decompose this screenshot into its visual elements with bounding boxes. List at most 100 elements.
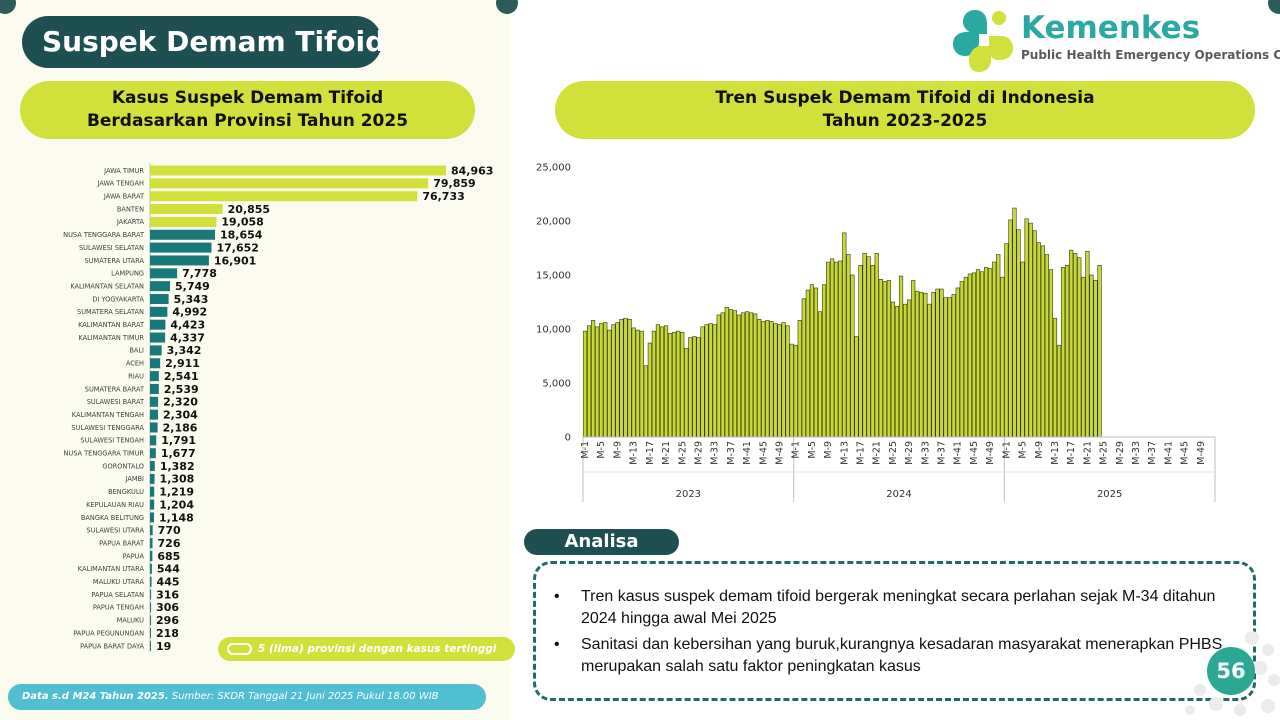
y-tick-label: 0 (565, 433, 571, 444)
week-bar (984, 267, 989, 438)
week-bar (676, 330, 681, 438)
week-bar (975, 269, 981, 438)
week-bar (1024, 218, 1029, 438)
province-value-label: 306 (156, 601, 179, 614)
province-label: DI YOGYAKARTA (92, 295, 144, 303)
logo-subtitle: Public Health Emergency Operations Cente… (1021, 48, 1280, 62)
province-label: JAWA TENGAH (97, 180, 144, 188)
week-bar (878, 279, 883, 438)
week-bar (1077, 257, 1082, 438)
province-bar (150, 178, 429, 189)
province-label: JAKARTA (116, 218, 145, 226)
week-tick-label: M-25 (888, 441, 899, 465)
decorative-pattern-icon (1185, 631, 1280, 716)
week-tick-label: M-37 (1147, 441, 1158, 465)
province-bar (150, 268, 178, 279)
week-tick-label: M-41 (1163, 441, 1174, 465)
week-bar (1028, 222, 1033, 438)
week-tick-label: M-9 (1034, 441, 1045, 459)
week-bar (919, 291, 924, 438)
week-tick-label: M-45 (969, 441, 980, 465)
week-bar (967, 273, 972, 438)
week-bar (854, 336, 859, 438)
week-bar (692, 336, 697, 438)
province-label: MALUKU UTARA (93, 578, 145, 586)
province-label: SULAWESI TENGGARA (71, 424, 144, 432)
y-tick-label: 20,000 (536, 217, 571, 228)
province-label: PAPUA TENGAH (93, 604, 144, 612)
province-label: JAWA BARAT (103, 193, 145, 201)
province-value-label: 18,654 (220, 229, 263, 242)
week-bar (582, 330, 588, 438)
province-bar (150, 306, 168, 317)
province-bar (150, 345, 162, 356)
province-value-label: 296 (156, 614, 179, 627)
week-bar (668, 333, 673, 438)
week-bar (882, 281, 887, 438)
province-label: PAPUA BARAT (99, 539, 145, 547)
week-bar (1065, 264, 1070, 438)
province-label: SUMATERA UTARA (85, 257, 145, 265)
province-bar (150, 165, 446, 176)
province-value-label: 218 (156, 627, 179, 640)
province-bar (150, 191, 418, 202)
week-bar (619, 318, 624, 438)
province-value-label: 5,343 (174, 293, 209, 306)
week-tick-label: M-21 (661, 441, 672, 465)
week-bar (935, 288, 940, 438)
week-bar (631, 327, 636, 438)
province-label: PAPUA (123, 552, 145, 560)
province-value-label: 685 (157, 550, 180, 563)
week-tick-label: M-49 (774, 441, 785, 465)
province-label: KEPULAUAN RIAU (86, 501, 144, 509)
week-tick-label: M-17 (645, 441, 656, 465)
province-value-label: 79,859 (433, 177, 475, 190)
province-bar (150, 525, 153, 536)
province-label: RIAU (128, 372, 144, 380)
week-bar (789, 343, 794, 438)
week-bar (1000, 276, 1005, 438)
province-bar (150, 473, 155, 484)
province-bar (150, 422, 158, 433)
province-label: PAPUA BARAT DAYA (80, 642, 144, 650)
week-tick-label: M-5 (1018, 441, 1029, 459)
week-bar (1073, 253, 1078, 438)
province-value-label: 3,342 (167, 344, 202, 357)
province-bar (150, 512, 154, 523)
week-bar (1044, 254, 1049, 438)
week-tick-label: M-49 (985, 441, 996, 465)
analysis-list: Tren kasus suspek demam tifoid bergerak … (554, 586, 1241, 682)
province-value-label: 1,382 (160, 460, 195, 473)
province-value-label: 4,992 (172, 306, 207, 319)
legend-label: 5 (lima) provinsi dengan kasus tertinggi (258, 643, 497, 655)
province-bar-chart: JAWA TIMUR 84,963 JAWA TENGAH 79,859 JAWA BA… (63, 163, 493, 653)
week-tick-label: M-29 (1115, 441, 1126, 465)
week-bar (728, 309, 733, 438)
week-bar (805, 289, 810, 438)
week-bar (1093, 280, 1098, 438)
week-bar (1089, 274, 1094, 438)
week-bar (700, 326, 705, 438)
week-bar (850, 274, 855, 438)
province-bar (150, 358, 161, 369)
week-bar (1016, 229, 1021, 438)
week-bar (817, 311, 823, 438)
province-bar (150, 294, 169, 304)
week-bar (842, 232, 847, 438)
province-bar (150, 229, 215, 240)
province-bar (150, 486, 155, 497)
week-bar (870, 264, 875, 438)
province-bar (150, 589, 152, 600)
province-label: NUSA TENGGARA TIMUR (63, 450, 144, 458)
week-bar (1020, 261, 1025, 438)
week-tick-label: M-37 (726, 441, 737, 465)
province-bar (150, 563, 152, 574)
week-bar (923, 293, 928, 438)
province-label: GORONTALO (102, 462, 144, 470)
province-bar (150, 461, 155, 472)
province-bar (150, 396, 159, 407)
province-label: SULAWESI TENGAH (80, 437, 144, 445)
week-bar (684, 348, 689, 438)
week-bar (915, 290, 920, 438)
week-tick-label: M-49 (1196, 441, 1207, 465)
